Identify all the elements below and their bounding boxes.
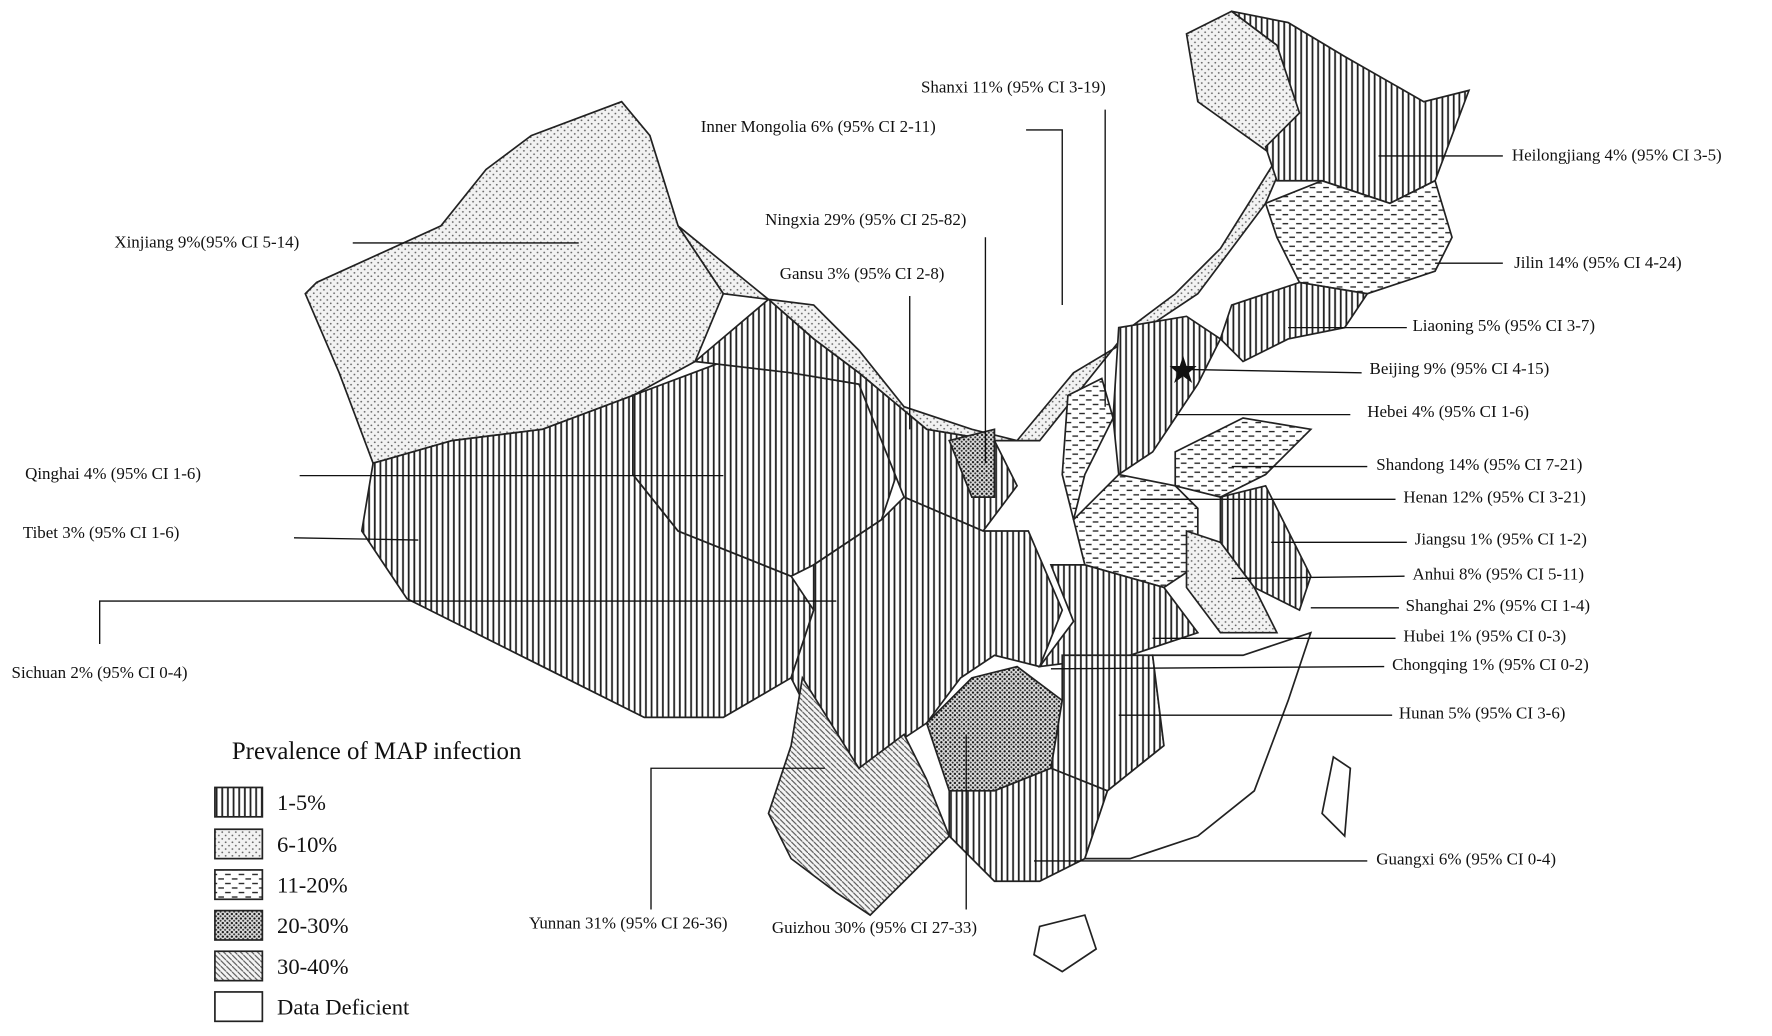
legend-swatch (214, 909, 264, 941)
region-sichuan (790, 496, 1064, 770)
region-taiwan (1321, 755, 1352, 838)
leader-line (99, 600, 837, 644)
province-label: Yunnan 31% (95% CI 26-36) (529, 914, 728, 933)
region-shanxi (1061, 377, 1114, 520)
legend-label: 6-10% (277, 832, 337, 857)
province-label: Guangxi 6% (95% CI 0-4) (1376, 849, 1556, 868)
province-label: Inner Mongolia 6% (95% CI 2-11) (701, 117, 936, 136)
legend-swatch (214, 991, 264, 1023)
leader-line (650, 767, 825, 910)
region-yunnan (767, 675, 951, 917)
legend-label: Data Deficient (277, 995, 410, 1020)
legend-label: 1-5% (277, 790, 326, 815)
province-label: Ningxia 29% (95% CI 25-82) (765, 210, 966, 229)
leader-line (1231, 575, 1405, 580)
map-regions (304, 10, 1471, 973)
region-anhui (1185, 529, 1279, 634)
legend-label: 11-20% (277, 873, 348, 898)
region-jilin (1264, 179, 1453, 295)
legend-swatch (214, 786, 264, 818)
legend-swatch (214, 869, 264, 901)
province-label: Guizhou 30% (95% CI 27-33) (772, 918, 977, 937)
province-label: Qinghai 4% (95% CI 1-6) (25, 464, 201, 483)
province-label: Heilongjiang 4% (95% CI 3-5) (1512, 145, 1722, 164)
region-xinjiang (304, 100, 725, 465)
province-label: Hebei 4% (95% CI 1-6) (1367, 402, 1529, 421)
province-label: Shanghai 2% (95% CI 1-4) (1406, 596, 1590, 615)
legend-label: 20-30% (277, 913, 349, 938)
region-shandong (1174, 417, 1313, 498)
province-label: Beijing 9% (95% CI 4-15) (1370, 359, 1550, 378)
province-label: Chongqing 1% (95% CI 0-2) (1392, 655, 1589, 674)
region-gansu (693, 298, 1019, 533)
province-label: Sichuan 2% (95% CI 0-4) (12, 663, 188, 682)
leader-line (1026, 129, 1063, 306)
region-ningxia (948, 428, 996, 498)
leader-line (293, 537, 419, 541)
province-label: Liaoning 5% (95% CI 3-7) (1412, 316, 1595, 335)
region-data-deficient (1083, 631, 1313, 860)
legend-title: Prevalence of MAP infection (232, 738, 522, 765)
province-label: Xinjiang 9%(95% CI 5-14) (114, 232, 299, 251)
province-label: Tibet 3% (95% CI 1-6) (23, 523, 180, 542)
province-label: Anhui 8% (95% CI 5-11) (1412, 565, 1584, 584)
leader-line (1186, 368, 1362, 374)
province-label: Shanxi 11% (95% CI 3-19) (921, 78, 1106, 97)
province-labels: Shanxi 11% (95% CI 3-19) Inner Mongolia 6… (12, 78, 1722, 938)
leader-lines (99, 109, 1503, 910)
region-hebei (1112, 315, 1222, 476)
legend: Prevalence of MAP infection 1-5% 6-10% 11-… (214, 738, 522, 1023)
region-hubei (1037, 564, 1200, 668)
province-label: Hunan 5% (95% CI 3-6) (1399, 704, 1566, 723)
province-label: Jilin 14% (95% CI 4-24) (1514, 253, 1681, 272)
province-label: Henan 12% (95% CI 3-21) (1403, 488, 1586, 507)
leader-line (1050, 665, 1385, 670)
province-label: Gansu 3% (95% CI 2-8) (780, 264, 945, 283)
legend-label: 30-40% (277, 954, 349, 979)
region-hainan (1033, 914, 1098, 973)
province-label: Jiangsu 1% (95% CI 1-2) (1415, 530, 1587, 549)
legend-swatch (214, 828, 264, 860)
province-label: Shandong 14% (95% CI 7-21) (1376, 455, 1582, 474)
region-liaoning (1219, 281, 1369, 363)
legend-swatch (214, 950, 264, 982)
province-label: Hubei 1% (95% CI 0-3) (1403, 627, 1566, 646)
